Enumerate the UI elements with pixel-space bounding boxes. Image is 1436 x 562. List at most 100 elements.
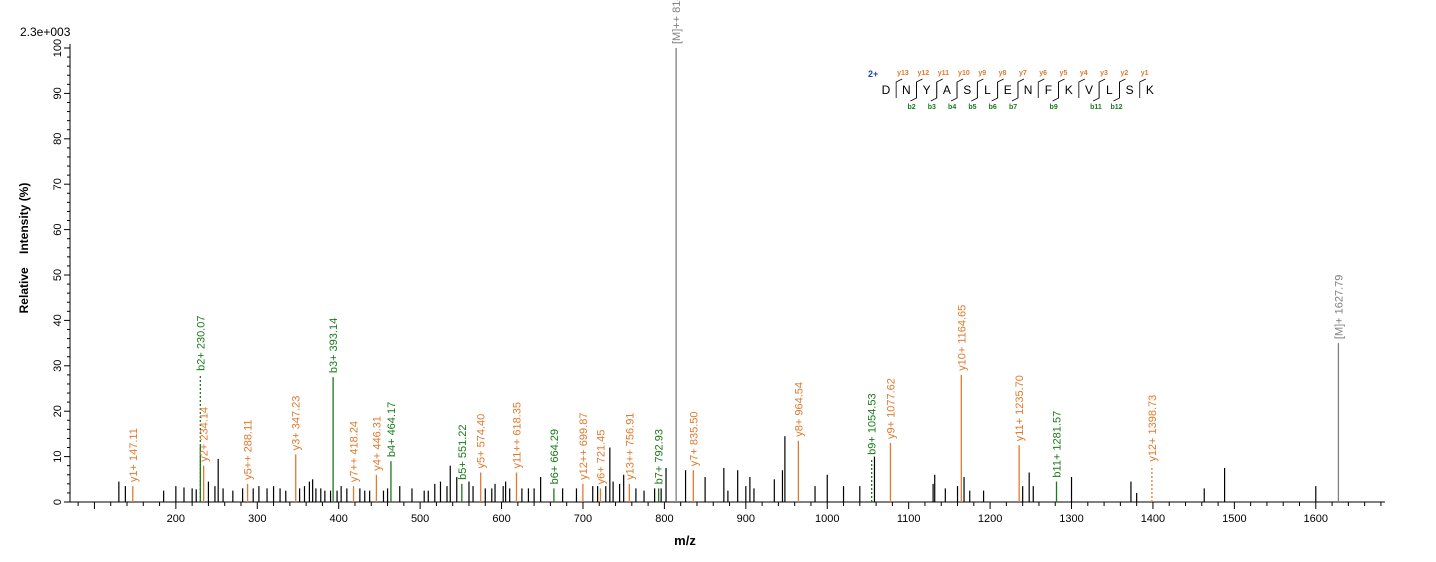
x-tick-label: 1200: [978, 513, 1002, 525]
y-tick-label: 0: [52, 499, 64, 505]
peak-label-y: y11+ 1235.70: [1014, 375, 1026, 441]
peak-label-y: y1+ 147.11: [128, 428, 140, 482]
peak-label-y: y8+ 964.54: [793, 382, 805, 437]
y-tick-label: 70: [52, 178, 64, 190]
residue: N: [902, 83, 911, 97]
y-axis-label-word-2: Intensity (%): [17, 183, 31, 254]
peaks-layer: [118, 48, 1340, 502]
b-ion-label: b2: [907, 104, 915, 111]
x-tick-label: 1500: [1222, 513, 1246, 525]
x-axis-label: m/z: [674, 533, 696, 548]
x-tick-label: 1300: [1059, 513, 1083, 525]
y-ion-bracket: [956, 78, 964, 98]
peak-label-y: y11++ 618.35: [511, 402, 523, 468]
y-ion-label: y2: [1120, 70, 1128, 77]
b-ion-bracket: [971, 82, 978, 102]
b-ion-label: b9: [1050, 104, 1058, 111]
x-tick-label: 900: [737, 513, 755, 525]
x-tick-label: 1100: [897, 513, 921, 525]
y-tick-label: 20: [52, 405, 64, 417]
y-axis-label: Relative Intensity (%): [17, 183, 31, 314]
y-tick-label: 80: [52, 133, 64, 145]
peak-label-b: b3+ 393.14: [328, 318, 340, 373]
y-ion-label: y6: [1039, 70, 1047, 77]
y-ion-label: y13: [897, 70, 909, 77]
axes: 0 10 20 30 40 50 60 70 80 90 100 200 300 400 500 600 700…: [52, 39, 1385, 525]
peak-label-b: b6+ 664.29: [549, 429, 561, 484]
y-ion-label: y5: [1060, 70, 1068, 77]
peak-label-y: y7+ 835.50: [688, 411, 700, 466]
residue: L: [1106, 83, 1113, 97]
peak-label-y: y5++ 288.11: [243, 419, 255, 479]
peak-label-y: y12++ 699.87: [578, 413, 590, 480]
peak-label-b: b4+ 464.17: [386, 402, 398, 457]
residue: Y: [923, 83, 931, 97]
peak-label-y: y7++ 418.24: [349, 421, 361, 482]
b-ion-label: b3: [928, 104, 936, 111]
charge-state: 2+: [868, 69, 878, 79]
y-ion-bracket: [916, 78, 923, 98]
residue: F: [1045, 83, 1052, 97]
residue: A: [943, 83, 951, 97]
intensity-scale-label: 2.3e+003: [20, 25, 71, 39]
y-tick-label: 40: [52, 314, 64, 326]
b-ion-label: b7: [1009, 104, 1017, 111]
y-ion-bracket: [1078, 78, 1086, 98]
y-tick-label: 10: [52, 450, 64, 462]
y-ion-label: y11: [938, 70, 949, 77]
y-tick-label: 60: [52, 223, 64, 235]
residue: K: [1146, 83, 1154, 97]
x-tick-label: 500: [411, 513, 429, 525]
y-ion-bracket: [895, 78, 903, 98]
b-ion-bracket: [991, 82, 999, 102]
peak-label-y: y2+ 234.14: [199, 407, 211, 462]
y-ion-bracket: [976, 78, 984, 98]
residue: D: [882, 83, 891, 97]
residue: E: [1004, 83, 1012, 97]
y-ion-label: y12: [917, 70, 929, 77]
residue: L: [984, 83, 991, 97]
y-ion-bracket: [1037, 78, 1045, 98]
x-tick-label: 400: [330, 513, 348, 525]
residue: N: [1024, 83, 1033, 97]
x-tick-label: 1600: [1304, 513, 1328, 525]
b-ion-bracket: [1113, 82, 1120, 102]
b-ion-label: b12: [1110, 104, 1122, 111]
residue: S: [963, 83, 971, 97]
y-ion-bracket: [1098, 78, 1106, 98]
y-ion-label: y1: [1141, 70, 1149, 77]
y-ion-label: y10: [958, 70, 970, 77]
y-ion-bracket: [997, 78, 1004, 98]
peak-label-y: y3+ 347.23: [291, 396, 303, 451]
x-tick-label: 300: [248, 513, 266, 525]
y-ion-label: y3: [1100, 70, 1108, 77]
x-tick-label: 700: [574, 513, 592, 525]
y-ion-bracket: [1139, 78, 1146, 98]
peak-label-y: y6+ 721.45: [595, 430, 607, 485]
y-ion-label: y7: [1019, 70, 1027, 77]
peak-label-b: b11+ 1281.57: [1052, 411, 1064, 478]
residue: V: [1085, 83, 1093, 97]
peak-label-y: y9+ 1077.62: [885, 378, 897, 439]
peak-label-y: y4+ 446.31: [371, 416, 383, 471]
peak-label-b: b5+ 551.22: [457, 424, 469, 479]
x-tick-label: 800: [655, 513, 673, 525]
y-ion-bracket: [1058, 78, 1065, 98]
x-tick-label: 1000: [815, 513, 839, 525]
y-ion-label: y4: [1080, 70, 1088, 77]
y-axis-label-word-1: Relative: [17, 267, 31, 313]
y-tick-label: 30: [52, 360, 64, 372]
peak-label-b: b2+ 230.07: [195, 316, 207, 371]
peak-label-precursor: [M]+ 1627.79: [1333, 275, 1345, 340]
peak-label-y: y12+ 1398.73: [1147, 395, 1159, 462]
y-ion-label: y9: [978, 70, 986, 77]
y-ion-bracket: [1119, 78, 1126, 98]
b-ion-bracket: [1052, 82, 1059, 102]
y-tick-label: 50: [52, 269, 64, 281]
y-tick-label: 100: [52, 39, 64, 57]
peak-label-y: y10+ 1164.65: [956, 305, 968, 371]
x-tick-label: 1400: [1141, 513, 1165, 525]
b-ion-bracket: [910, 82, 917, 102]
